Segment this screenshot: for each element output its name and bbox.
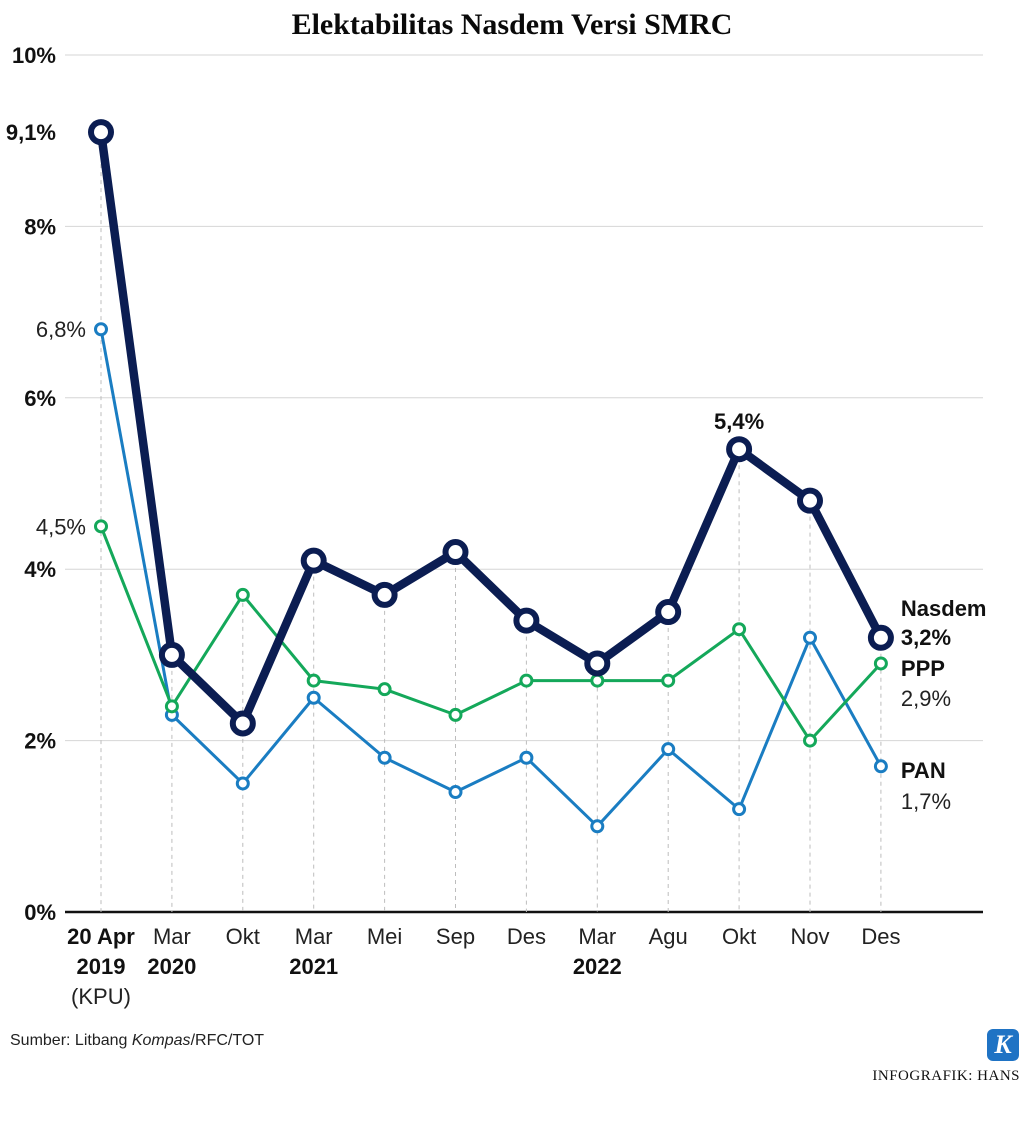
line-chart: 0% 2% 4% 6% 8% 10% 20 Apr 2019 (KPU) Mar 2020 Okt M… — [6, 43, 987, 1009]
x-tick-label: Agu — [649, 924, 688, 949]
point-nasdem — [158, 641, 185, 668]
legend-pan-name: PAN — [901, 758, 946, 783]
infographic-credit: INFOGRAFIK: HANS — [872, 1068, 1020, 1084]
point-pan — [732, 802, 747, 817]
y-tick-label: 4% — [24, 557, 56, 582]
label-ppp-start: 4,5% — [36, 514, 86, 539]
point-nasdem — [371, 581, 398, 608]
point-ppp — [306, 673, 321, 688]
point-ppp — [590, 673, 605, 688]
point-pan — [519, 750, 534, 765]
x-tick-label: 2019 — [77, 954, 126, 979]
kompas-logo: K — [987, 1029, 1019, 1061]
point-ppp — [164, 699, 179, 714]
point-ppp — [448, 707, 463, 722]
x-tick-label: Mar — [153, 924, 191, 949]
series-line-pan — [99, 327, 883, 828]
y-tick-label: 10% — [12, 43, 56, 68]
point-nasdem — [442, 539, 469, 566]
legend-pan-value: 1,7% — [901, 789, 951, 814]
point-nasdem — [300, 547, 327, 574]
x-tick-label: Mar — [578, 924, 616, 949]
point-pan — [661, 742, 676, 757]
point-nasdem — [867, 624, 894, 651]
x-tick-label: 20 Apr — [67, 924, 135, 949]
point-pan — [306, 690, 321, 705]
x-tick-label: Sep — [436, 924, 475, 949]
point-pan — [803, 630, 817, 645]
y-tick-label: 8% — [24, 214, 56, 239]
point-nasdem — [726, 436, 753, 463]
point-ppp — [519, 673, 534, 688]
x-tick-label: 2022 — [573, 954, 622, 979]
point-nasdem — [229, 710, 256, 737]
x-tick-label: (KPU) — [71, 984, 131, 1009]
x-tick-label: 2020 — [147, 954, 196, 979]
x-tick-label: Des — [507, 924, 546, 949]
point-ppp — [732, 622, 747, 637]
point-nasdem — [88, 119, 114, 146]
x-tick-label: Nov — [790, 924, 829, 949]
point-pan — [377, 750, 392, 765]
x-tick-label: Mar — [295, 924, 333, 949]
x-tick-label: Okt — [226, 924, 260, 949]
series-line-ppp — [99, 524, 883, 743]
x-tick-label: 2021 — [289, 954, 338, 979]
point-nasdem — [655, 599, 682, 626]
point-nasdem — [584, 650, 611, 677]
point-ppp — [803, 733, 817, 748]
label-nasdem-peak: 5,4% — [714, 409, 764, 434]
x-tick-label: Okt — [722, 924, 756, 949]
legend-ppp-value: 2,9% — [901, 686, 951, 711]
label-pan-start: 6,8% — [36, 317, 86, 342]
point-ppp — [873, 656, 888, 671]
point-ppp — [235, 587, 250, 602]
y-tick-label: 2% — [24, 729, 56, 754]
point-ppp — [661, 673, 676, 688]
label-nasdem-start: 9,1% — [6, 120, 56, 145]
x-tick-label: Des — [861, 924, 900, 949]
legend-nasdem-name: Nasdem — [901, 596, 987, 621]
point-pan — [590, 819, 605, 834]
point-ppp — [377, 682, 392, 697]
y-tick-label: 6% — [24, 386, 56, 411]
y-tick-label: 0% — [24, 900, 56, 925]
legend-nasdem-value: 3,2% — [901, 625, 951, 650]
point-pan — [235, 776, 250, 791]
point-pan — [873, 759, 888, 774]
point-pan — [94, 322, 108, 337]
x-tick-label: Mei — [367, 924, 402, 949]
point-nasdem — [513, 607, 540, 634]
source-note: Sumber: Litbang Kompas/RFC/TOT — [10, 1032, 265, 1049]
chart-title: Elektabilitas Nasdem Versi SMRC — [291, 8, 733, 41]
point-nasdem — [797, 487, 823, 514]
point-ppp — [94, 519, 108, 534]
point-pan — [448, 785, 463, 800]
legend-ppp-name: PPP — [901, 656, 945, 681]
series-line-nasdem — [96, 127, 886, 728]
